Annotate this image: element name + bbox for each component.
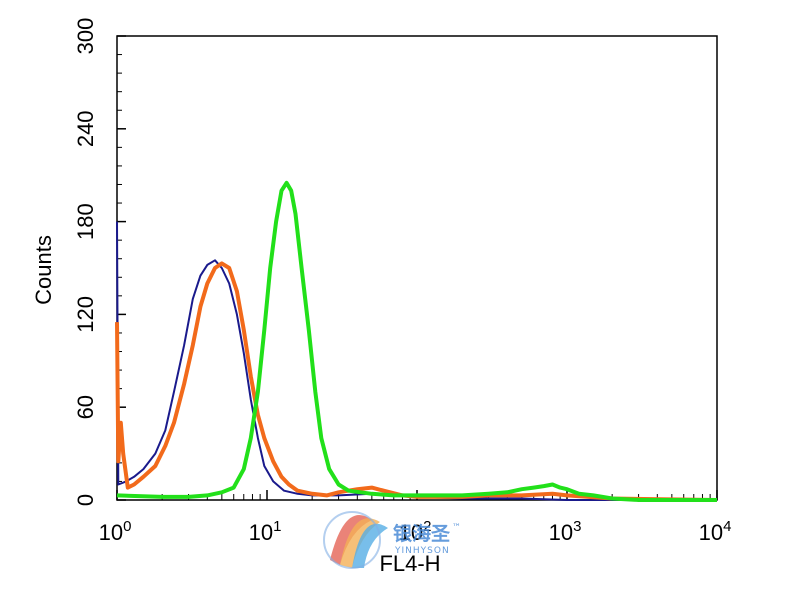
x-tick-label: 102 (399, 518, 432, 545)
watermark-subtext: YINHYSON (394, 546, 450, 556)
y-axis-tick-labels: 0 60 120 180 240 300 (73, 18, 98, 506)
watermark-logo-icon (323, 511, 388, 569)
watermark-tm: ™ (452, 523, 462, 533)
series-line-3 (116, 180, 717, 502)
watermark: 银海圣 ™ YINHYSON (323, 511, 462, 569)
x-tick-label: 101 (249, 518, 282, 545)
plot-frame (116, 35, 718, 501)
y-axis-title: Counts (31, 235, 56, 305)
watermark-text: 银海圣 (393, 522, 451, 545)
y-tick-label: 120 (73, 296, 98, 333)
x-axis-title: FL4-H (379, 551, 440, 576)
y-tick-label: 240 (73, 110, 98, 147)
y-tick-label: 180 (73, 203, 98, 240)
y-tick-label: 300 (73, 18, 98, 55)
series-line-2 (115, 261, 718, 502)
series-layer (115, 180, 718, 502)
x-tick-label: 100 (99, 518, 132, 545)
y-tick-label: 0 (73, 494, 98, 506)
x-axis-tick-labels: 100 101 102 103 104 (99, 518, 732, 545)
series-line-1 (116, 221, 717, 501)
x-tick-label: 103 (549, 518, 582, 545)
x-tick-label: 104 (699, 518, 732, 545)
y-tick-label: 60 (73, 395, 98, 419)
